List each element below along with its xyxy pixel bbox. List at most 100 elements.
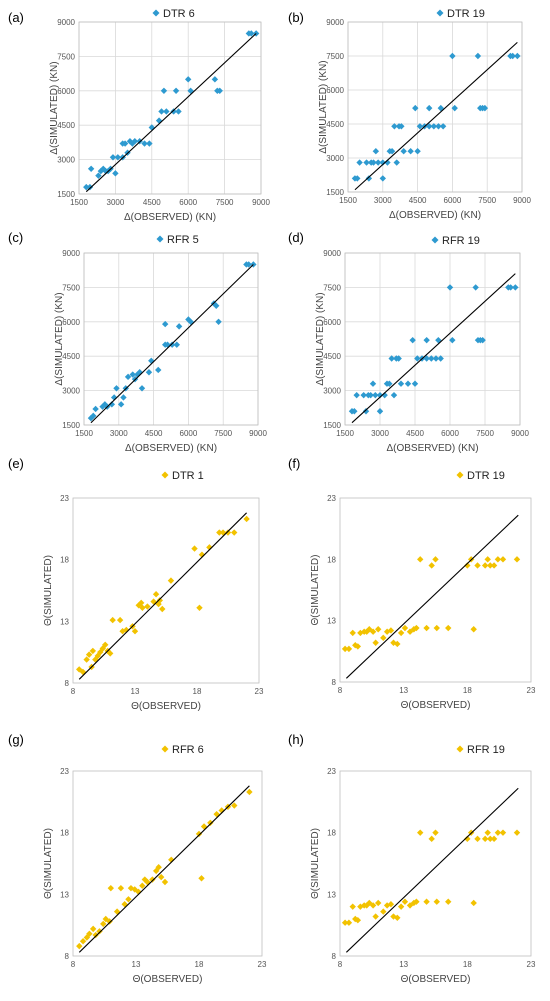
fit-line [354, 41, 518, 191]
data-point [410, 626, 418, 633]
x-tick-label: 13 [399, 686, 408, 695]
x-axis-title: Θ(OBSERVED) [133, 974, 203, 985]
y-tick-label: 4500 [323, 352, 341, 361]
data-point [89, 925, 97, 933]
data-point [152, 867, 160, 875]
x-tick-label: 23 [258, 960, 267, 969]
y-axis-title: Δ(SIMULATED) (KN) [54, 292, 65, 385]
x-tick-label: 8 [338, 960, 343, 969]
x-tick-label: 9000 [252, 198, 270, 207]
data-point [423, 355, 430, 362]
panel-letter: (a) [8, 10, 24, 25]
data-point [433, 898, 440, 905]
x-tick-label: 7500 [476, 429, 494, 438]
legend-marker [436, 9, 444, 17]
data-point [107, 884, 114, 892]
data-point [131, 138, 139, 145]
data-point [490, 562, 498, 569]
data-point [379, 159, 386, 166]
y-tick-label: 9000 [323, 249, 341, 258]
y-axis-title: Θ(SIMULATED) [310, 555, 321, 626]
data-point [117, 401, 125, 408]
data-point [370, 159, 377, 166]
data-point [398, 123, 405, 130]
panel-letter: (c) [8, 230, 23, 245]
data-point [206, 544, 213, 551]
data-point [121, 140, 129, 147]
y-tick-label: 6000 [62, 318, 80, 327]
data-point [167, 577, 175, 584]
data-point [89, 647, 97, 655]
x-tick-label: 4500 [143, 198, 161, 207]
y-tick-label: 1500 [57, 190, 75, 199]
y-tick-label: 6000 [57, 87, 75, 96]
data-point [351, 408, 358, 415]
data-point [354, 643, 362, 650]
data-point [161, 878, 169, 886]
plot-frame [83, 252, 259, 426]
data-point [138, 599, 145, 607]
data-point [87, 165, 95, 172]
chart-panel: (d) RFR 19 1500 3000 4500 6000 7500 9000 1500 300… [288, 230, 529, 454]
data-point [92, 405, 99, 413]
data-point [484, 556, 491, 563]
y-tick-label: 3000 [323, 387, 341, 396]
data-point [152, 591, 160, 598]
x-tick-label: 7500 [214, 429, 232, 438]
data-point [417, 829, 424, 836]
data-point [354, 917, 362, 924]
data-point [116, 616, 124, 624]
data-point [356, 159, 363, 166]
data-point [428, 835, 435, 843]
data-point [428, 355, 435, 362]
legend-marker [456, 745, 464, 753]
legend-label: DTR 6 [163, 8, 195, 20]
data-point [92, 931, 99, 939]
plot-frame [339, 770, 532, 957]
x-tick-label: 1500 [70, 198, 88, 207]
data-point [375, 626, 382, 633]
data-point [155, 366, 162, 374]
x-tick-label: 23 [527, 960, 536, 969]
data-point [185, 76, 192, 83]
legend-label: RFR 5 [167, 234, 199, 246]
data-point [145, 369, 153, 376]
x-tick-label: 13 [131, 687, 140, 696]
data-point [374, 159, 382, 166]
legend-marker [161, 745, 169, 753]
x-tick-label: 8 [71, 687, 76, 696]
y-axis-title: Δ(SIMULATED) (KN) [49, 61, 60, 154]
panel-letter: (f) [288, 456, 300, 471]
data-point [349, 629, 356, 637]
data-point [349, 903, 356, 910]
data-point [246, 788, 253, 796]
data-point [215, 318, 222, 325]
data-point [499, 556, 507, 563]
data-point [409, 336, 416, 344]
data-point [426, 104, 433, 112]
data-point [107, 650, 114, 657]
y-tick-label: 3000 [57, 156, 75, 165]
x-tick-label: 7500 [478, 196, 496, 205]
data-point [352, 642, 359, 649]
fit-line [90, 264, 254, 424]
data-point [423, 898, 430, 905]
data-point [187, 318, 194, 325]
y-tick-label: 9000 [57, 18, 75, 27]
fit-line [351, 273, 516, 424]
data-point [474, 835, 481, 843]
x-tick-label: 18 [463, 960, 472, 969]
x-tick-label: 18 [195, 960, 204, 969]
data-point [245, 261, 252, 268]
data-point [148, 357, 155, 364]
data-point [109, 616, 116, 624]
plot-frame [78, 21, 262, 195]
y-tick-label: 8 [65, 952, 70, 961]
data-point [375, 899, 382, 907]
data-point [437, 355, 444, 362]
data-point [159, 605, 166, 613]
y-tick-label: 18 [60, 829, 69, 838]
x-tick-label: 23 [255, 687, 264, 696]
data-point [114, 154, 122, 161]
data-point [86, 930, 93, 937]
